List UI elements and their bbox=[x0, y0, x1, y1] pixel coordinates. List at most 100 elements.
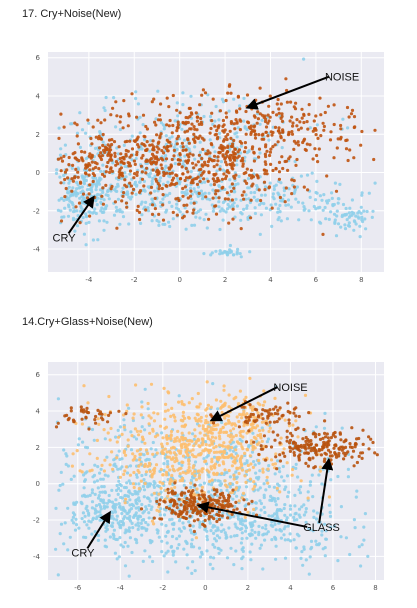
scatter-point bbox=[312, 466, 316, 470]
scatter-point bbox=[262, 493, 266, 497]
scatter-point bbox=[153, 435, 158, 439]
scatter-point bbox=[314, 451, 318, 455]
scatter-point bbox=[360, 129, 364, 134]
scatter-point bbox=[196, 518, 200, 522]
scatter-point bbox=[191, 137, 196, 141]
scatter-point bbox=[231, 488, 235, 492]
scatter-point bbox=[218, 437, 222, 441]
scatter-point bbox=[214, 192, 218, 196]
scatter-point bbox=[132, 412, 136, 416]
scatter-point bbox=[291, 423, 295, 427]
scatter-point bbox=[138, 180, 142, 184]
scatter-point bbox=[285, 474, 290, 478]
scatter-point bbox=[229, 136, 233, 140]
scatter-point bbox=[118, 120, 122, 124]
scatter-point bbox=[373, 181, 377, 185]
scatter-point bbox=[198, 520, 202, 524]
scatter-point bbox=[211, 421, 216, 425]
scatter-point bbox=[83, 171, 88, 175]
scatter-point bbox=[224, 422, 228, 426]
scatter-point bbox=[86, 410, 90, 415]
scatter-point bbox=[244, 485, 249, 489]
scatter-point bbox=[171, 553, 175, 557]
scatter-point bbox=[141, 484, 146, 489]
plot-background bbox=[48, 52, 384, 272]
scatter-point bbox=[140, 405, 144, 409]
scatter-point bbox=[99, 169, 103, 173]
scatter-point bbox=[198, 150, 202, 154]
scatter-point bbox=[235, 494, 239, 498]
scatter-point bbox=[262, 505, 266, 509]
scatter-point bbox=[190, 531, 194, 535]
scatter-point bbox=[151, 559, 155, 564]
scatter-point bbox=[224, 499, 229, 503]
scatter-point bbox=[246, 120, 250, 124]
scatter-point bbox=[326, 104, 330, 108]
scatter-point bbox=[330, 196, 334, 200]
scatter-point bbox=[232, 122, 236, 126]
scatter-point bbox=[90, 506, 94, 510]
x-tick-label: 2 bbox=[223, 276, 227, 284]
scatter-point bbox=[290, 178, 294, 182]
scatter-point bbox=[279, 219, 283, 223]
scatter-point bbox=[267, 119, 271, 123]
scatter-point bbox=[286, 133, 291, 137]
scatter-point bbox=[311, 495, 315, 499]
scatter-point bbox=[196, 185, 201, 189]
scatter-point bbox=[201, 449, 205, 453]
scatter-point bbox=[145, 507, 149, 511]
scatter-point bbox=[253, 530, 257, 534]
scatter-point bbox=[276, 210, 280, 214]
scatter-point bbox=[251, 512, 255, 516]
scatter-point bbox=[202, 177, 206, 181]
scatter-point bbox=[131, 416, 135, 420]
scatter-point bbox=[214, 104, 218, 109]
scatter-point bbox=[348, 445, 352, 449]
scatter-point bbox=[258, 403, 262, 407]
scatter-point bbox=[68, 179, 72, 183]
scatter-point bbox=[262, 168, 266, 172]
scatter-point bbox=[325, 174, 329, 178]
scatter-point bbox=[268, 408, 272, 412]
scatter-point bbox=[357, 545, 361, 549]
scatter-point bbox=[79, 405, 83, 409]
scatter-point bbox=[184, 471, 188, 475]
scatter-point bbox=[278, 490, 282, 494]
scatter-point bbox=[194, 455, 198, 459]
scatter-point bbox=[213, 423, 218, 427]
scatter-point bbox=[63, 170, 67, 174]
scatter-point bbox=[363, 217, 367, 221]
scatter-point bbox=[237, 441, 241, 445]
scatter-point bbox=[227, 526, 231, 530]
scatter-point bbox=[90, 532, 94, 536]
scatter-point bbox=[142, 488, 147, 492]
scatter-point bbox=[313, 198, 318, 202]
scatter-point bbox=[184, 516, 188, 521]
scatter-point bbox=[197, 153, 201, 157]
scatter-point bbox=[229, 429, 233, 433]
scatter-point bbox=[231, 427, 236, 431]
scatter-point bbox=[323, 110, 327, 115]
scatter-point bbox=[212, 173, 217, 177]
scatter-point bbox=[217, 179, 221, 183]
scatter-point bbox=[160, 186, 164, 191]
scatter-point bbox=[366, 554, 370, 558]
scatter-point bbox=[329, 478, 333, 482]
scatter-point bbox=[254, 471, 258, 475]
scatter-point bbox=[270, 514, 274, 518]
scatter-point bbox=[96, 238, 100, 242]
scatter-point bbox=[211, 567, 215, 571]
scatter-point bbox=[128, 536, 132, 540]
scatter-point bbox=[285, 88, 289, 93]
scatter-point bbox=[231, 253, 236, 257]
scatter-point bbox=[373, 128, 377, 132]
scatter-point bbox=[78, 180, 83, 184]
scatter-point bbox=[298, 485, 303, 489]
scatter-point bbox=[131, 418, 135, 423]
scatter-point bbox=[295, 532, 299, 536]
scatter-point bbox=[257, 133, 261, 137]
scatter-point bbox=[210, 119, 214, 123]
scatter-point bbox=[115, 483, 119, 488]
scatter-point bbox=[288, 438, 293, 442]
scatter-point bbox=[88, 168, 92, 172]
